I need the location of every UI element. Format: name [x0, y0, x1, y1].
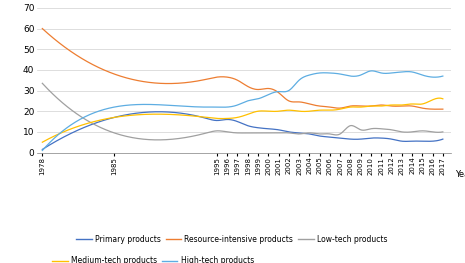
- Legend: Medium-tech products, High-tech products: Medium-tech products, High-tech products: [49, 253, 257, 263]
- Text: Year: Year: [455, 170, 465, 179]
